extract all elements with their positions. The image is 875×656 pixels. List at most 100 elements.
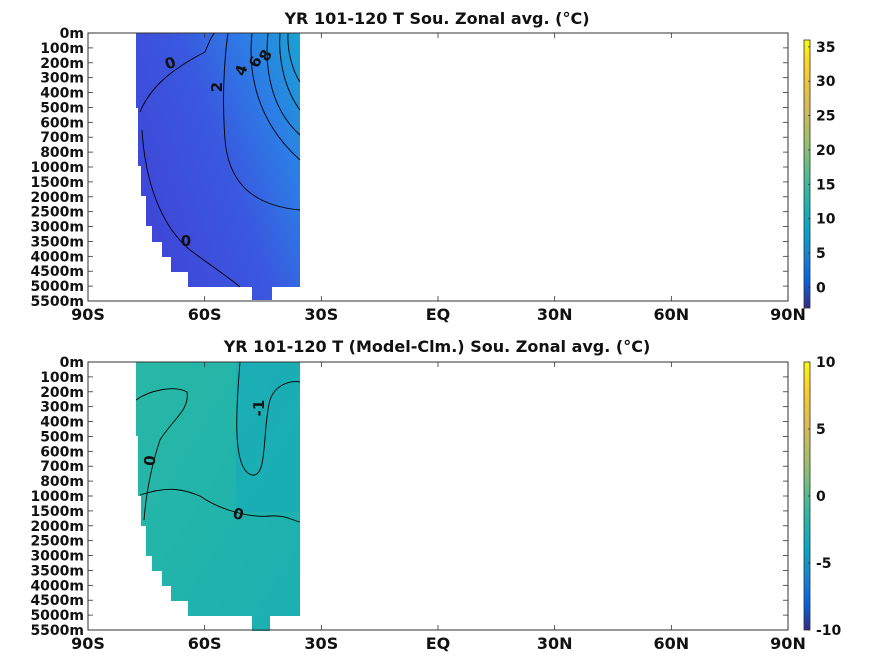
field-region-1 <box>136 33 300 300</box>
y-tick-label: 200m <box>40 56 84 72</box>
colorbar-tick-label: 10 <box>816 355 836 371</box>
contour-line <box>287 32 301 83</box>
y-tick-label: 1500m <box>30 175 84 191</box>
contour-label: 0 <box>181 232 191 250</box>
x-ticks-1: 90S 60S 30S EQ 30N 60N 90N <box>71 33 806 324</box>
contour-line <box>250 32 301 161</box>
colorbar-tick-label: 15 <box>816 177 835 193</box>
contour-line <box>139 32 216 113</box>
colorbar-tick-label: 20 <box>816 143 836 159</box>
y-tick-label: 1000m <box>30 160 84 176</box>
y-tick-label: 3000m <box>30 549 84 565</box>
y-ticks-2: 0m100m200m300m400m500m600m700m800m1000m1… <box>30 355 788 639</box>
plot-area-2: -1 0 0 <box>87 361 789 631</box>
y-tick-label: 0m <box>60 26 84 42</box>
colorbar-2: 10 5 0 -5 -10 <box>803 355 842 639</box>
colorbar-tick-label: -10 <box>816 623 842 639</box>
x-tick-label: 30S <box>304 305 338 324</box>
colorbar-tick-label: -5 <box>816 556 832 572</box>
x-tick-label: 30N <box>537 634 573 653</box>
x-tick-label: 60N <box>654 634 690 653</box>
x-tick-label: 60S <box>188 305 222 324</box>
contours-2 <box>135 361 301 523</box>
contour-line <box>266 32 301 136</box>
y-ticks-1: 0m100m200m300m400m500m600m700m800m1000m1… <box>30 26 788 310</box>
y-tick-label: 3500m <box>30 234 84 250</box>
x-tick-label: 30S <box>304 634 338 653</box>
y-tick-label: 5500m <box>30 623 84 639</box>
x-tick-label: EQ <box>426 634 451 653</box>
panel-2: YR 101-120 T (Model-Clm.) Sou. Zonal avg… <box>30 337 841 653</box>
y-tick-label: 500m <box>40 100 84 116</box>
plot-area-1: 0 2 4 6 8 0 <box>87 32 789 302</box>
x-tick-label: 90S <box>71 634 105 653</box>
x-tick-label: 90S <box>71 305 105 324</box>
y-tick-label: 3000m <box>30 220 84 236</box>
y-tick-label: 2500m <box>30 534 84 550</box>
y-tick-label: 100m <box>40 41 84 57</box>
contour-line <box>236 361 301 476</box>
y-tick-label: 5500m <box>30 294 84 310</box>
colorbar-tick-label: 25 <box>816 109 835 125</box>
contour-line <box>135 388 188 521</box>
y-tick-label: 300m <box>40 400 84 416</box>
y-tick-label: 100m <box>40 370 84 386</box>
colorbar-tick-label: 35 <box>816 40 835 56</box>
y-tick-label: 300m <box>40 71 84 87</box>
panel-1: YR 101-120 T Sou. Zonal avg. (°C) 0 2 4 … <box>30 9 835 324</box>
x-tick-label: 90N <box>770 305 806 324</box>
contours-1 <box>139 32 301 288</box>
y-tick-label: 1000m <box>30 489 84 505</box>
contour-line <box>279 32 301 111</box>
chart-title-1: YR 101-120 T Sou. Zonal avg. (°C) <box>283 9 589 28</box>
y-tick-label: 600m <box>40 444 84 460</box>
y-tick-label: 2000m <box>30 519 84 535</box>
colorbar-ticks-1: 35 30 25 20 15 10 5 0 <box>808 40 836 296</box>
x-tick-label: 60S <box>188 634 222 653</box>
y-tick-label: 2000m <box>30 190 84 206</box>
contour-label: 0 <box>231 504 246 524</box>
contour-line <box>141 129 241 288</box>
y-tick-label: 1500m <box>30 504 84 520</box>
colorbar-tick-label: 10 <box>816 212 836 228</box>
y-tick-label: 400m <box>40 415 84 431</box>
y-tick-label: 4500m <box>30 264 84 280</box>
y-tick-label: 4000m <box>30 249 84 265</box>
y-tick-label: 800m <box>40 474 84 490</box>
contour-line <box>139 488 201 497</box>
y-tick-label: 5000m <box>30 279 84 295</box>
colorbar-tick-label: 0 <box>816 489 826 505</box>
colorbar-tick-label: 0 <box>816 280 826 296</box>
x-tick-label: 90N <box>770 634 806 653</box>
x-tick-label: EQ <box>426 305 451 324</box>
colorbar-bar-1 <box>803 39 811 309</box>
colorbar-tick-label: 30 <box>816 74 836 90</box>
y-tick-label: 600m <box>40 115 84 131</box>
colorbar-tick-label: 5 <box>816 246 826 262</box>
y-tick-label: 4000m <box>30 578 84 594</box>
x-tick-label: 30N <box>537 305 573 324</box>
colorbar-tick-label: 5 <box>816 422 826 438</box>
y-tick-label: 2500m <box>30 205 84 221</box>
y-tick-label: 3500m <box>30 563 84 579</box>
y-tick-label: 500m <box>40 429 84 445</box>
colorbar-1: 35 30 25 20 15 10 5 0 <box>803 39 836 309</box>
contour-line <box>199 495 301 523</box>
y-tick-label: 700m <box>40 130 84 146</box>
chart-title-2: YR 101-120 T (Model-Clm.) Sou. Zonal avg… <box>223 337 651 356</box>
x-tick-label: 60N <box>654 305 690 324</box>
contour-labels-2: -1 0 0 <box>141 400 268 525</box>
y-tick-label: 800m <box>40 145 84 161</box>
x-ticks-2: 90S 60S 30S EQ 30N 60N 90N <box>71 362 806 653</box>
negative-tongue <box>236 362 300 512</box>
contour-label: 2 <box>208 82 226 92</box>
y-tick-label: 4500m <box>30 593 84 609</box>
contour-label: -1 <box>250 400 268 417</box>
colorbar-ticks-2: 10 5 0 -5 -10 <box>808 355 842 639</box>
contour-line <box>223 32 301 211</box>
y-tick-label: 700m <box>40 459 84 475</box>
y-tick-label: 0m <box>60 355 84 371</box>
y-tick-label: 5000m <box>30 608 84 624</box>
contour-label: 0 <box>141 455 160 467</box>
